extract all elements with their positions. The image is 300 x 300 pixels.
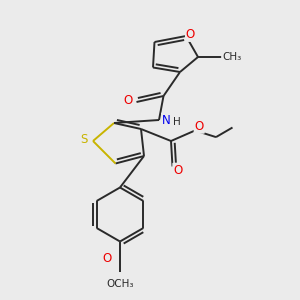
Text: O: O bbox=[186, 28, 195, 41]
Text: O: O bbox=[195, 120, 204, 133]
Text: O: O bbox=[173, 164, 182, 177]
Text: OCH₃: OCH₃ bbox=[106, 279, 134, 289]
Text: O: O bbox=[102, 251, 112, 265]
Text: O: O bbox=[124, 94, 133, 107]
Text: H: H bbox=[172, 117, 180, 127]
Text: S: S bbox=[80, 133, 88, 146]
Text: N: N bbox=[162, 113, 171, 127]
Text: CH₃: CH₃ bbox=[222, 52, 241, 62]
